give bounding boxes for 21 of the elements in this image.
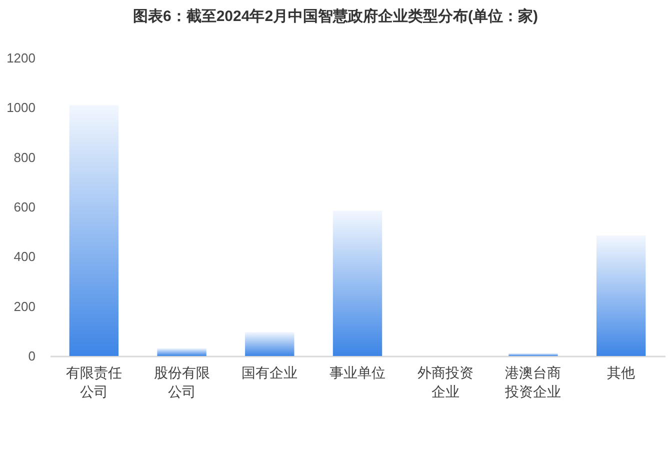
- bar: [157, 348, 206, 356]
- y-tick-label: 400: [14, 249, 36, 264]
- bar: [245, 332, 294, 356]
- y-tick-label: 0: [28, 348, 36, 364]
- bar: [596, 236, 646, 356]
- x-tick-label: 事业单位: [330, 364, 386, 380]
- chart-title: 图表6：截至2024年2月中国智慧政府企业类型分布(单位：家): [132, 7, 538, 25]
- bar: [332, 210, 382, 356]
- x-tick-label: 有限责任公司: [66, 364, 122, 400]
- y-tick-label: 200: [14, 298, 36, 314]
- x-tick-label: 国有企业: [242, 364, 298, 380]
- y-tick-label: 800: [14, 150, 36, 165]
- bar: [508, 353, 558, 356]
- y-tick-label: 1000: [6, 100, 36, 116]
- x-tick-label: 港澳台商投资企业: [504, 364, 562, 400]
- y-tick-label: 1200: [6, 50, 36, 66]
- x-tick-label: 外商投资企业: [417, 364, 474, 400]
- bar: [69, 105, 119, 356]
- x-tick-label: 股份有限公司: [154, 364, 210, 400]
- x-tick-label: 其他: [607, 364, 636, 380]
- y-tick-label: 600: [14, 200, 36, 214]
